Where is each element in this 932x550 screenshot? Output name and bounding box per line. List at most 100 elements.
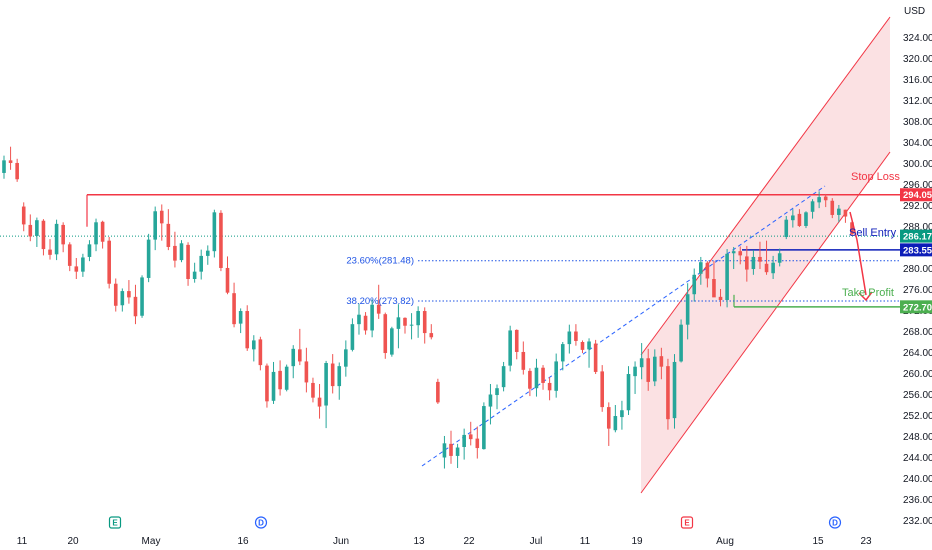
candle[interactable] [639,343,644,380]
dividend-marker[interactable]: D [828,516,842,529]
candles[interactable] [2,146,854,469]
candle[interactable] [107,237,111,289]
candle[interactable] [179,240,184,263]
candle[interactable] [699,256,703,285]
candle[interactable] [61,222,65,253]
candle[interactable] [409,313,414,340]
candle[interactable] [186,242,190,286]
candle[interactable] [567,324,572,354]
candle[interactable] [541,365,545,390]
candle[interactable] [475,426,480,459]
candle[interactable] [482,402,486,450]
candle[interactable] [238,308,243,334]
candle[interactable] [48,239,52,260]
candle[interactable] [67,242,72,272]
candle[interactable] [363,312,368,335]
candle[interactable] [251,335,256,362]
candle[interactable] [646,348,651,391]
candle[interactable] [442,435,447,469]
candle[interactable] [140,275,144,318]
candle[interactable] [28,214,33,242]
candle[interactable] [672,354,677,429]
candle[interactable] [725,249,729,308]
candle[interactable] [705,261,710,288]
candle[interactable] [54,219,59,261]
candle[interactable] [212,209,217,258]
candle[interactable] [613,405,618,433]
candle[interactable] [606,402,611,446]
dividend-marker[interactable]: D [254,516,268,529]
candle[interactable] [758,241,762,270]
candle[interactable] [554,353,558,398]
candle[interactable] [350,318,355,352]
candle[interactable] [764,240,769,275]
candle[interactable] [817,191,821,209]
candle[interactable] [74,258,79,279]
earnings-marker[interactable]: E [108,516,122,529]
candle[interactable] [192,262,197,283]
candle[interactable] [777,248,782,267]
candle[interactable] [311,377,315,403]
candle[interactable] [232,282,236,328]
candle[interactable] [712,261,716,298]
candle[interactable] [574,324,578,346]
candle[interactable] [830,198,835,219]
candle[interactable] [291,345,296,379]
candle[interactable] [376,284,381,319]
candle[interactable] [94,218,98,252]
candle[interactable] [652,349,657,387]
candle[interactable] [837,204,841,223]
candle[interactable] [159,204,164,241]
candle[interactable] [600,365,605,412]
candle[interactable] [810,199,815,219]
candle[interactable] [219,210,223,272]
candle[interactable] [495,384,499,410]
candle[interactable] [626,366,631,415]
candle[interactable] [370,299,374,338]
candle[interactable] [317,384,322,419]
candle[interactable] [534,358,539,397]
candle[interactable] [620,400,624,430]
candle[interactable] [120,288,125,312]
candle[interactable] [15,158,19,182]
candle[interactable] [153,206,157,251]
candle[interactable] [35,217,39,247]
candle[interactable] [133,284,138,325]
candle[interactable] [501,361,506,392]
candle[interactable] [514,329,519,360]
candle[interactable] [580,340,585,354]
candle[interactable] [324,360,328,429]
candle[interactable] [344,340,348,377]
candle[interactable] [271,361,276,404]
candle[interactable] [449,430,453,464]
candle[interactable] [560,342,565,371]
candle[interactable] [422,307,427,344]
candle[interactable] [685,283,690,340]
candle[interactable] [416,306,420,338]
candle[interactable] [429,324,434,340]
candle[interactable] [403,317,407,334]
candle[interactable] [258,336,263,371]
candle[interactable] [298,328,302,366]
candle[interactable] [547,377,552,401]
candle[interactable] [731,246,736,270]
candle[interactable] [528,368,532,397]
candle[interactable] [205,245,210,265]
candle[interactable] [383,312,388,359]
candle[interactable] [278,360,282,396]
candle[interactable] [843,209,848,223]
candle[interactable] [21,202,26,232]
candle[interactable] [587,338,591,368]
candle[interactable] [745,245,749,282]
candle[interactable] [593,339,598,375]
candle[interactable] [113,278,118,312]
candle[interactable] [284,364,289,392]
candle[interactable] [304,347,309,393]
candle[interactable] [330,354,335,394]
candle[interactable] [396,304,401,349]
earnings-marker[interactable]: E [680,516,694,529]
candle[interactable] [521,341,526,375]
candle[interactable] [100,220,105,249]
candle[interactable] [127,280,131,304]
